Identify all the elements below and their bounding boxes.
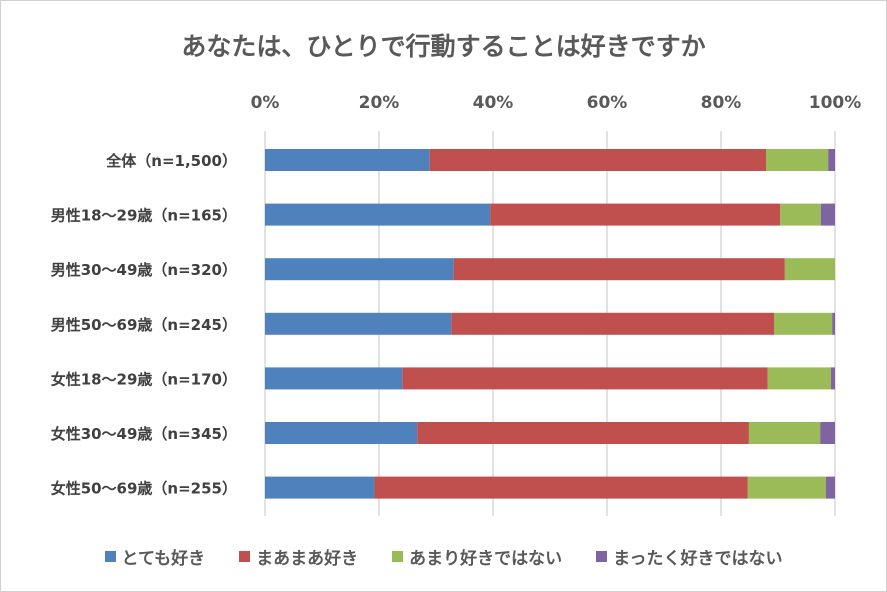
bar-segment: [374, 476, 748, 499]
bar-segment: [774, 312, 833, 335]
x-tick-label: 80%: [701, 93, 742, 113]
bar-segment: [784, 258, 835, 281]
legend-item: あまり好きではない: [392, 544, 562, 569]
bar-segment: [825, 476, 835, 499]
bar-segment: [490, 203, 781, 226]
category-label: 全体（n=1,500）: [105, 152, 237, 170]
bar-segment: [780, 203, 821, 226]
bar-segment: [748, 422, 821, 444]
category-label: 男性30～49歳（n=320）: [51, 261, 237, 279]
bar-segment: [402, 367, 768, 390]
bar-segment: [820, 422, 835, 444]
legend-item: とても好き: [104, 544, 206, 569]
chart-title: あなたは、ひとりで行動することは好きですか: [181, 32, 706, 61]
x-tick-label: 0%: [251, 93, 280, 113]
bar-segment: [265, 367, 403, 390]
bar-segment: [265, 422, 418, 444]
bar-segment: [265, 203, 491, 226]
bar-segment: [828, 149, 835, 171]
legend-label: あまり好きではない: [409, 549, 563, 569]
category-label: 男性18～29歳（n=165）: [51, 207, 237, 225]
legend-label: まあまあ好き: [256, 549, 359, 569]
category-label: 女性50～69歳（n=255）: [51, 480, 237, 498]
legend: とても好き まあまあ好き あまり好きではない まったく好きではない: [1, 544, 886, 569]
legend-label: とても好き: [121, 549, 206, 569]
x-tick-label: 60%: [587, 93, 628, 113]
bar-segment: [747, 476, 826, 499]
legend-swatch: [239, 551, 251, 562]
bar-segment: [453, 258, 785, 281]
x-tick-label: 40%: [473, 93, 514, 113]
legend-swatch: [104, 551, 116, 562]
bar-segment: [417, 422, 749, 444]
legend-item: まあまあ好き: [239, 544, 358, 569]
category-label: 女性30～49歳（n=345）: [51, 425, 237, 443]
bar-segment: [265, 149, 430, 171]
legend-item: まったく好きではない: [596, 544, 782, 569]
bar-segment: [265, 476, 375, 499]
bar-segment: [451, 312, 775, 335]
x-tick-label: 100%: [809, 93, 862, 113]
bar-segment: [831, 367, 835, 390]
legend-swatch: [392, 551, 404, 562]
bar-segment: [820, 203, 835, 226]
category-label: 女性18～29歳（n=170）: [51, 370, 237, 388]
x-tick-label: 20%: [359, 93, 400, 113]
category-label: 男性50～69歳（n=245）: [51, 316, 237, 334]
bar-segment: [265, 312, 452, 335]
legend-label: まったく好きではない: [613, 549, 783, 569]
bar-segment: [767, 367, 832, 390]
bar-segment: [429, 149, 767, 171]
bar-segment: [766, 149, 829, 171]
bar-segment: [832, 312, 835, 335]
legend-swatch: [596, 551, 608, 562]
bar-segment: [265, 258, 454, 281]
